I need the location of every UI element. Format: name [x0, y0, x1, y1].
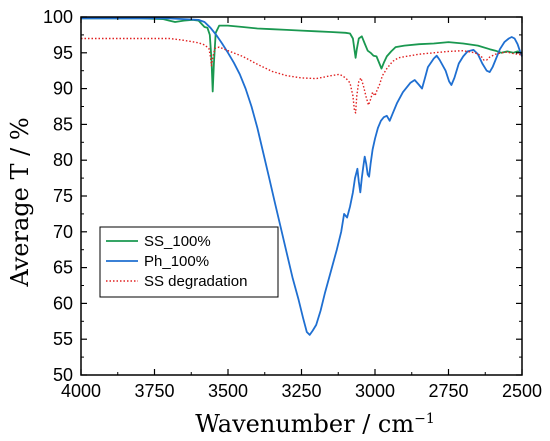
- x-tick-label: 2500: [502, 381, 542, 401]
- x-tick-label: 2750: [428, 381, 468, 401]
- y-tick-label: 90: [53, 79, 73, 99]
- y-tick-label: 75: [53, 186, 73, 206]
- y-axis-title: Average T / %: [6, 117, 34, 287]
- x-tick-label: 3500: [208, 381, 248, 401]
- y-tick-label: 50: [53, 365, 73, 385]
- x-tick-label: 3250: [281, 381, 321, 401]
- y-tick-label: 80: [53, 150, 73, 170]
- legend-box: [99, 226, 279, 298]
- series-line-2: [81, 37, 523, 114]
- y-tick-label: 60: [53, 293, 73, 313]
- legend-label-0: SS_100%: [144, 233, 211, 250]
- x-axis-title: Wavenumber / cm−1: [195, 410, 435, 438]
- y-tick-label: 95: [53, 43, 73, 63]
- x-tick-label: 3750: [134, 381, 174, 401]
- plot-area: [81, 17, 523, 336]
- y-tick-label: 100: [43, 7, 73, 27]
- svg-text:Average T / %: Average T / %: [6, 117, 34, 287]
- y-tick-label: 65: [53, 258, 73, 278]
- y-tick-label: 55: [53, 329, 73, 349]
- plot-frame: [80, 16, 523, 376]
- x-axis-title-superscript: −1: [414, 411, 435, 427]
- x-tick-label: 3000: [355, 381, 395, 401]
- y-tick-label: 85: [53, 114, 73, 134]
- series-line-1: [81, 17, 523, 336]
- x-axis-title-text: Wavenumber / cm: [195, 410, 414, 438]
- series-line-0: [81, 17, 523, 93]
- legend: SS_100% Ph_100% SS degradation: [99, 226, 279, 298]
- axis-ticks: 4000 3750 3500 3250 3000 2750 2500 50 55 60 65 70 75…: [43, 7, 542, 401]
- legend-label-2: SS degradation: [144, 273, 247, 290]
- y-tick-label: 70: [53, 222, 73, 242]
- legend-label-1: Ph_100%: [144, 253, 209, 270]
- x-tick-label: 4000: [61, 381, 101, 401]
